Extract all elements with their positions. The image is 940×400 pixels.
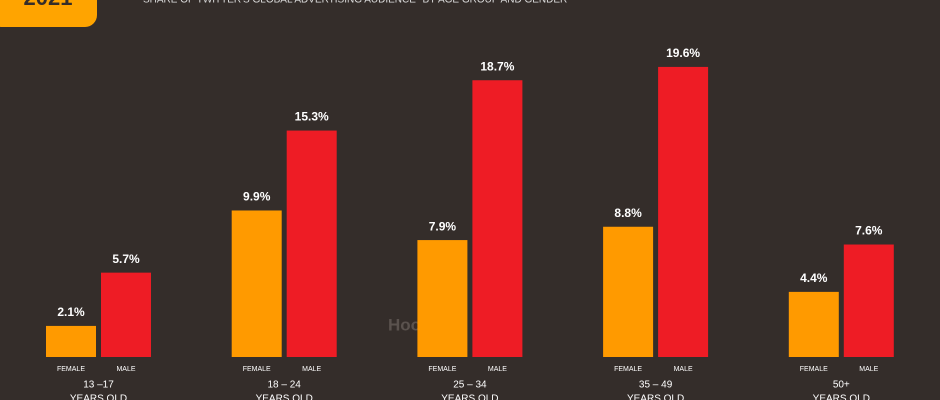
year-badge-text: 2021 [24,0,73,10]
value-label: 18.7% [480,59,514,73]
value-label: 8.8% [614,206,642,220]
series-label: FEMALE [243,366,271,373]
value-label: 9.9% [243,190,271,204]
x-tick-label: 18 – 24 [268,380,302,391]
series-label: FEMALE [57,366,85,373]
x-tick-sublabel: YEARS OLD [441,394,498,400]
bar [603,226,654,357]
bar [101,272,151,357]
series-label: MALE [488,366,507,373]
bar [472,80,523,358]
bar [417,240,468,357]
bar [843,244,894,357]
value-label: 7.9% [429,219,457,233]
bar [658,66,709,358]
bar [231,210,282,357]
series-label: MALE [302,366,321,373]
series-label: FEMALE [800,366,828,373]
x-tick-sublabel: YEARS OLD [256,394,313,400]
bar [286,130,337,357]
value-label: 5.7% [112,252,140,266]
bar [788,291,839,357]
year-badge [0,0,97,27]
x-tick-label: 35 – 49 [639,380,673,391]
series-label: MALE [859,366,878,373]
x-tick-sublabel: YEARS OLD [627,394,684,400]
subtitle: SHARE OF TWITTER'S GLOBAL ADVERTISING AU… [143,0,567,6]
series-label: FEMALE [428,366,456,373]
x-tick-label: 13 –17 [83,380,114,391]
value-label: 2.1% [57,305,85,319]
series-label: FEMALE [614,366,642,373]
value-label: 19.6% [666,46,700,60]
series-label: MALE [116,366,135,373]
x-tick-sublabel: YEARS OLD [813,394,870,400]
value-label: 15.3% [295,110,329,124]
x-tick-label: 50+ [833,380,850,391]
x-tick-label: 25 – 34 [453,380,487,391]
value-label: 7.6% [855,224,883,238]
x-tick-sublabel: YEARS OLD [70,394,127,400]
series-label: MALE [674,366,693,373]
bar [46,325,96,357]
value-label: 4.4% [800,271,828,285]
